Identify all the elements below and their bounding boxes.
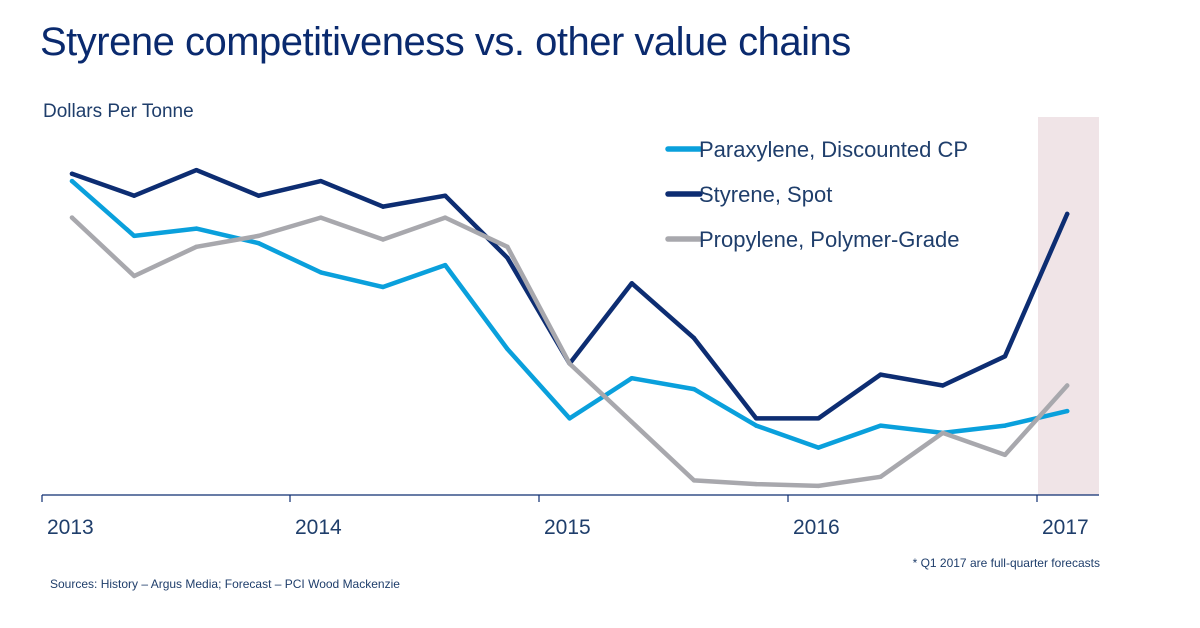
- data-point: [505, 346, 510, 352]
- data-point: [194, 244, 199, 249]
- data-point: [816, 445, 821, 450]
- data-point: [567, 361, 572, 366]
- data-point: [318, 215, 323, 220]
- forecast-footnote: * Q1 2017 are full-quarter forecasts: [912, 556, 1100, 570]
- chart-title: Styrene competitiveness vs. other value …: [40, 20, 851, 64]
- data-point: [380, 284, 386, 290]
- series-line: [69, 178, 1070, 450]
- data-point: [567, 416, 572, 421]
- data-point: [1065, 383, 1070, 388]
- data-point: [629, 281, 634, 286]
- data-point: [256, 233, 261, 239]
- data-point: [1002, 452, 1008, 458]
- series-line: [69, 215, 1070, 489]
- data-point: [1065, 211, 1070, 217]
- data-point: [256, 193, 261, 198]
- data-point: [878, 372, 883, 377]
- data-point: [132, 233, 137, 239]
- data-point: [940, 383, 945, 388]
- data-point: [318, 178, 323, 184]
- data-point: [380, 237, 386, 242]
- x-tick-label: 2017: [1042, 516, 1089, 539]
- data-point: [816, 483, 821, 489]
- data-point: [256, 240, 261, 246]
- data-point: [505, 255, 510, 260]
- series-propylene-polymer-grade: [69, 215, 1070, 489]
- data-point: [443, 193, 448, 198]
- data-point: [629, 376, 634, 381]
- sources-note: Sources: History – Argus Media; Forecast…: [50, 577, 400, 591]
- data-point: [816, 416, 821, 421]
- data-point: [505, 244, 510, 249]
- data-point: [69, 215, 75, 220]
- data-point: [1002, 423, 1008, 428]
- series-line: [69, 167, 1070, 421]
- series-styrene-spot: [69, 167, 1070, 421]
- data-point: [878, 423, 883, 428]
- forecast-band: [1038, 117, 1099, 495]
- data-point: [691, 478, 697, 483]
- y-axis-label: Dollars Per Tonne: [43, 101, 194, 122]
- data-point: [132, 273, 137, 279]
- data-point: [878, 474, 883, 479]
- data-point: [1065, 408, 1070, 414]
- data-point: [443, 215, 448, 220]
- data-point: [1002, 354, 1008, 359]
- x-tick-label: 2015: [544, 516, 591, 539]
- legend-label: Styrene, Spot: [699, 182, 832, 207]
- data-point: [443, 262, 448, 268]
- data-point: [194, 167, 199, 173]
- data-point: [754, 416, 759, 421]
- legend-label: Propylene, Polymer-Grade: [699, 227, 959, 252]
- data-point: [69, 178, 75, 184]
- data-point: [940, 430, 945, 436]
- data-point: [318, 270, 323, 275]
- x-tick-label: 2016: [793, 516, 840, 539]
- data-point: [691, 386, 697, 392]
- x-tick-label: 2014: [295, 516, 342, 539]
- data-point: [69, 171, 75, 176]
- data-point: [194, 226, 199, 231]
- data-point: [754, 481, 759, 487]
- data-point: [629, 419, 634, 425]
- x-tick-label: 2013: [47, 516, 94, 539]
- series-paraxylene-discounted-cp: [69, 178, 1070, 450]
- data-point: [754, 423, 759, 428]
- data-point: [380, 204, 386, 209]
- data-point: [132, 193, 137, 198]
- data-point: [691, 335, 697, 341]
- legend-label: Paraxylene, Discounted CP: [699, 137, 968, 162]
